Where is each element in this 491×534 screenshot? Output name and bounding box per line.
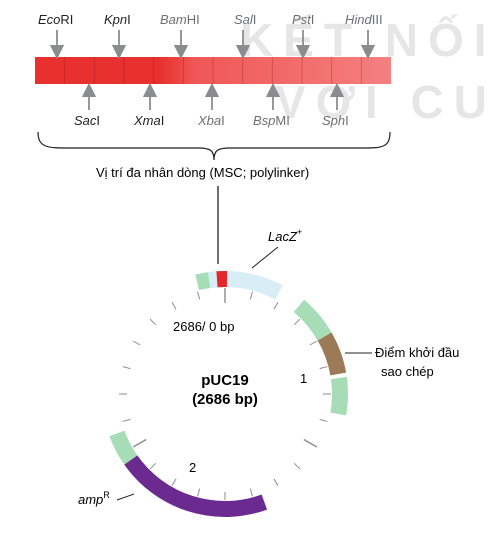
ring-tick <box>293 318 301 326</box>
site-label-hindiii: HindIII <box>345 12 383 27</box>
msc-bar <box>35 57 391 84</box>
ampr-label: ampR <box>78 490 110 507</box>
site-label-xmai: XmaI <box>133 113 164 128</box>
ori-label-line2: sao chép <box>381 364 434 379</box>
bottom-restriction-sites: SacI XmaI XbaI BspMI SphI <box>74 82 349 128</box>
lacz-label: LacZ+ <box>268 227 302 244</box>
ring-light-segment-lower <box>330 376 348 416</box>
ori-segment <box>317 332 347 376</box>
ring-tick <box>149 462 157 470</box>
ring-tick <box>171 301 177 310</box>
lacz-pointer <box>251 246 279 269</box>
site-label-ecori: EcoRI <box>38 12 73 27</box>
ring-light-segment-right <box>293 299 332 341</box>
msc-bar-dividers <box>64 57 362 84</box>
marker-1-label: 1 <box>300 371 307 386</box>
ring-tick <box>197 488 201 497</box>
ring-tick <box>171 478 177 487</box>
top-restriction-sites: EcoRI KpnI BamHI SalI PstI HindIII <box>38 12 383 60</box>
site-label-bspmi: BspMI <box>253 113 290 128</box>
site-label-saci: SacI <box>74 113 100 128</box>
site-label-sphi: SphI <box>322 113 349 128</box>
ring-tick <box>122 418 131 422</box>
ring-tick <box>303 438 318 448</box>
ampr-pointer <box>116 493 135 501</box>
ring-tick <box>249 291 253 300</box>
msc-brace <box>37 131 391 161</box>
ring-tick <box>319 418 328 422</box>
ring-tick <box>249 488 253 497</box>
ring-tick <box>149 318 157 326</box>
ring-tick <box>319 366 328 370</box>
plasmid-ticks <box>119 288 331 500</box>
plasmid-size: (2686 bp) <box>192 391 258 408</box>
ring-tick <box>122 366 131 370</box>
site-label-psti: PstI <box>292 12 314 27</box>
plasmid-ring <box>109 271 348 517</box>
ring-tick <box>132 340 141 346</box>
start-position-label: 2686/ 0 bp <box>173 319 234 334</box>
marker-2-label: 2 <box>189 460 196 475</box>
msc-caption: Vị trí đa nhân dòng (MSC; polylinker) <box>96 165 309 180</box>
ori-label-line1: Điểm khởi đầu <box>375 345 459 360</box>
plasmid-name: pUC19 <box>201 372 249 389</box>
ring-tick <box>197 291 201 300</box>
site-label-sali: SalI <box>234 12 256 27</box>
ring-tick <box>293 462 301 470</box>
lacz-segment-right <box>224 271 283 300</box>
ampr-segment <box>124 455 268 517</box>
ring-tick <box>132 438 147 448</box>
site-label-kpni: KpnI <box>104 12 131 27</box>
site-label-xbai: XbaI <box>197 113 225 128</box>
ring-light-segment-left <box>109 430 138 465</box>
watermark-line2: VỚI CU <box>275 76 491 128</box>
site-label-bamhi: BamHI <box>160 12 200 27</box>
ring-tick <box>309 340 318 346</box>
ring-tick <box>273 301 279 310</box>
ring-tick <box>273 478 279 487</box>
